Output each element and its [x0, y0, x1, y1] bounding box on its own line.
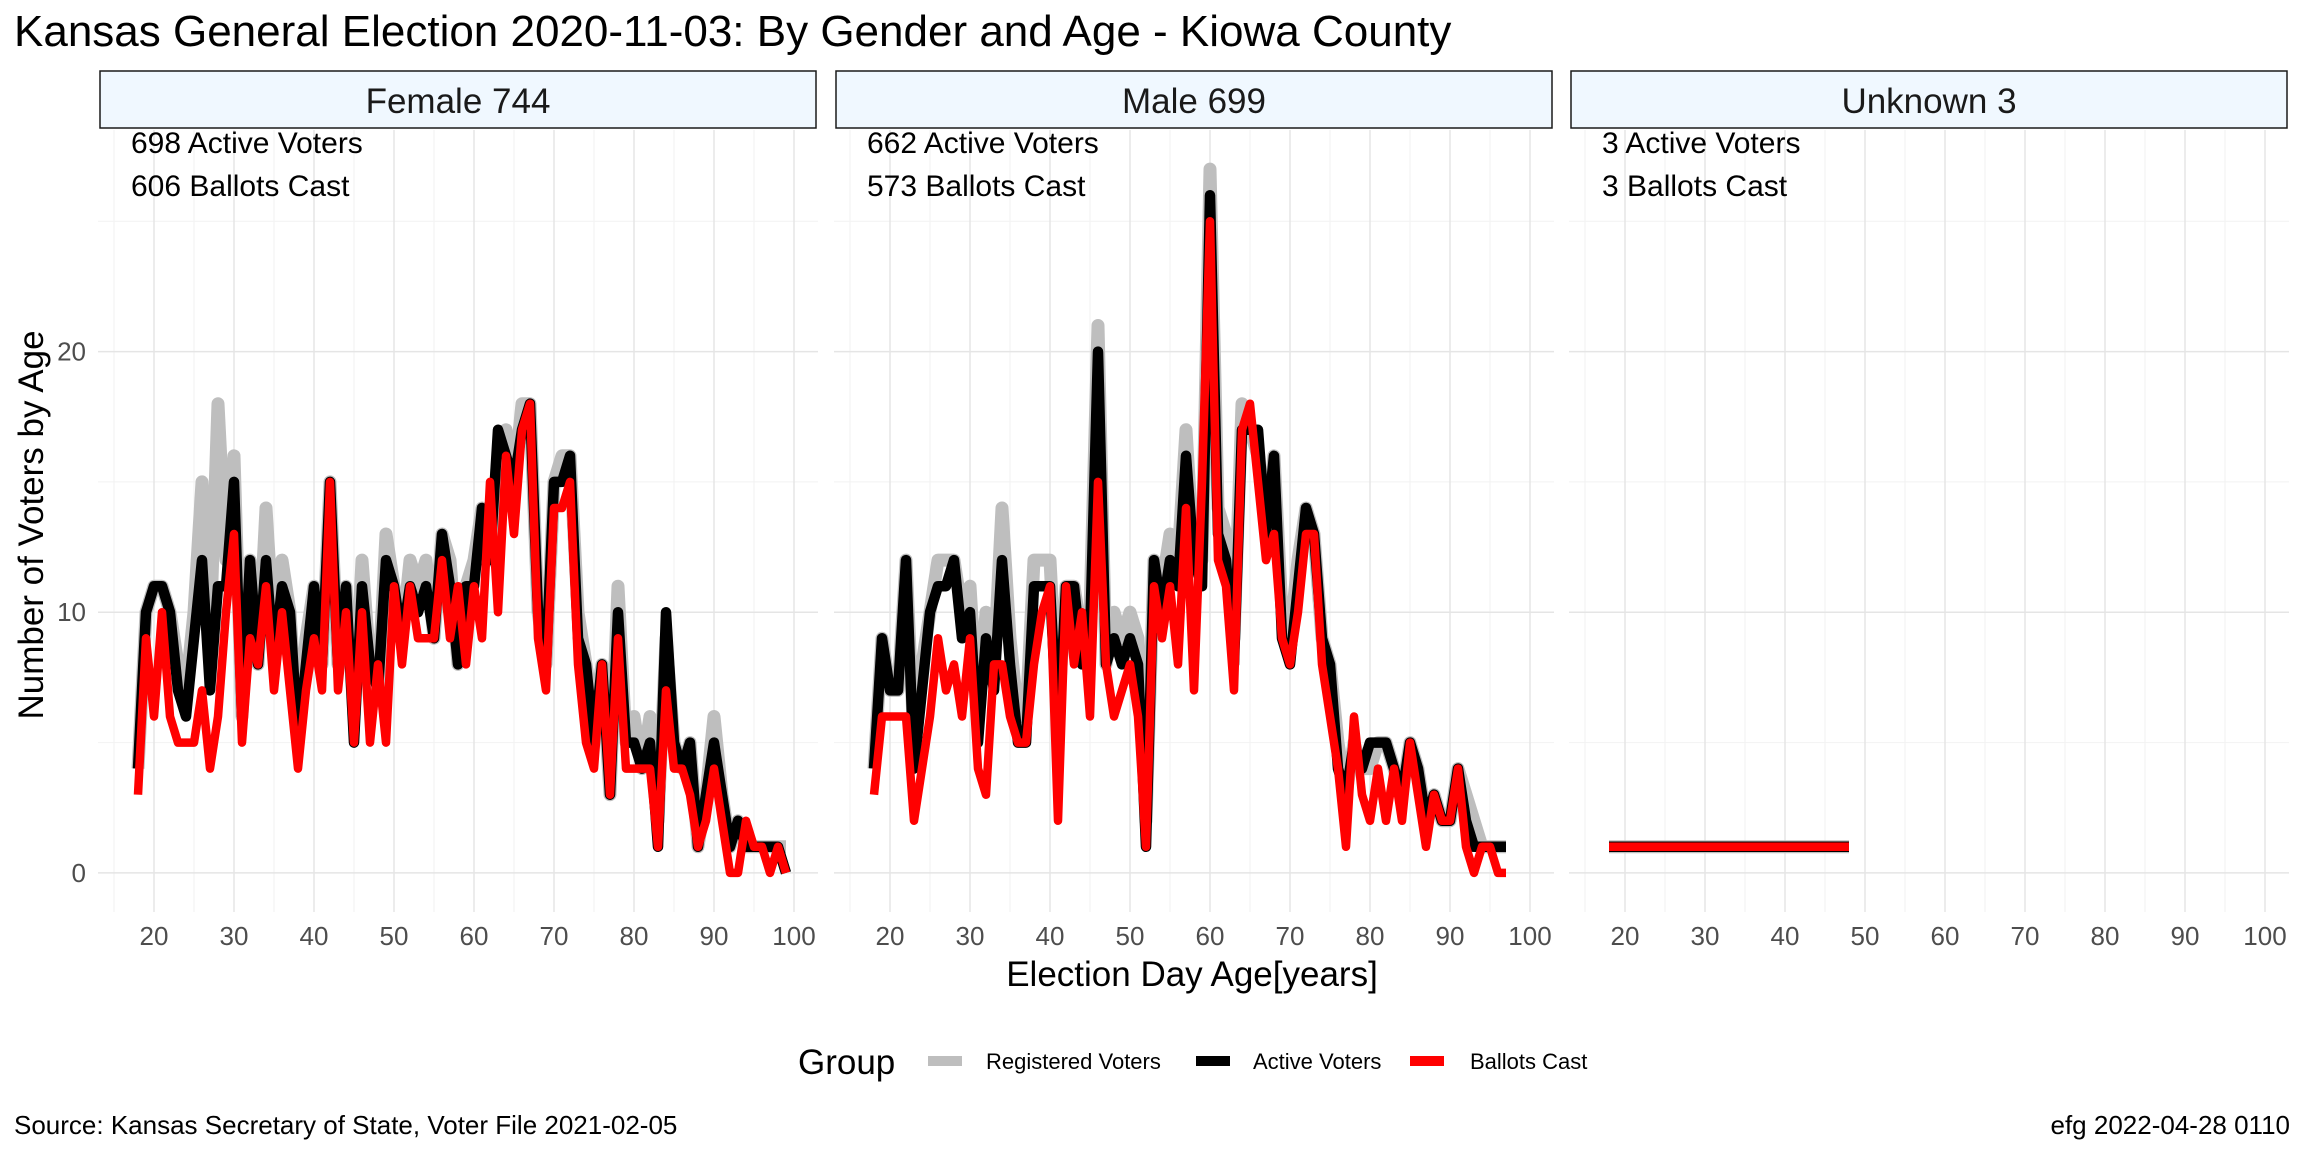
panel-annotation: 606 Ballots Cast — [131, 170, 350, 203]
panel-strip-label: Unknown 3 — [1841, 82, 2016, 121]
panel-annotation: 662 Active Voters — [867, 127, 1099, 160]
x-tick-label: 30 — [1691, 921, 1720, 951]
series-line-ballots-cast — [133, 399, 791, 878]
panel-strip-label: Male 699 — [1122, 82, 1266, 121]
x-tick-label: 50 — [1851, 921, 1880, 951]
y-tick-label: 10 — [57, 597, 86, 627]
x-tick-label: 70 — [540, 921, 569, 951]
x-tick-label: 40 — [300, 921, 329, 951]
panel-annotation: 3 Active Voters — [1602, 127, 1800, 160]
x-tick-label: 80 — [2091, 921, 2120, 951]
x-tick-label: 100 — [1508, 921, 1551, 951]
panel-annotation: 573 Ballots Cast — [867, 170, 1086, 203]
x-tick-label: 30 — [956, 921, 985, 951]
panel-strip — [835, 70, 1553, 129]
x-tick-label: 100 — [2243, 921, 2286, 951]
caption-source: Source: Kansas Secretary of State, Voter… — [14, 1110, 677, 1140]
x-tick-label: 80 — [1356, 921, 1385, 951]
x-tick-label: 60 — [1931, 921, 1960, 951]
chart-title: Kansas General Election 2020-11-03: By G… — [14, 7, 1451, 56]
legend-label-ballots-cast: Ballots Cast — [1470, 1049, 1587, 1074]
legend-title: Group — [798, 1043, 895, 1082]
x-tick-label: 50 — [380, 921, 409, 951]
x-tick-label: 30 — [220, 921, 249, 951]
x-tick-label: 40 — [1771, 921, 1800, 951]
panel-strip — [99, 70, 817, 129]
y-axis-title: Number of Voters by Age — [12, 330, 51, 719]
x-tick-label: 70 — [2011, 921, 2040, 951]
x-tick-label: 90 — [1436, 921, 1465, 951]
x-tick-label: 60 — [1196, 921, 1225, 951]
series-line-ballots-cast — [869, 216, 1506, 878]
panel-annotation: 698 Active Voters — [131, 127, 363, 160]
caption-timestamp: efg 2022-04-28 0110 — [2051, 1110, 2291, 1140]
x-tick-label: 80 — [620, 921, 649, 951]
panel-3: 20 30 40 50 60 70 80 90 100 Unknown 3 3 Active Vot… — [1569, 70, 2289, 951]
panel-strip-label: Female 744 — [366, 82, 551, 121]
x-tick-label: 70 — [1276, 921, 1305, 951]
panel-strip — [1570, 70, 2288, 129]
x-tick-label: 40 — [1036, 921, 1065, 951]
x-tick-label: 20 — [876, 921, 905, 951]
x-tick-label: 60 — [460, 921, 489, 951]
panel-annotation: 3 Ballots Cast — [1602, 170, 1788, 203]
x-tick-label: 90 — [2171, 921, 2200, 951]
x-tick-label: 50 — [1116, 921, 1145, 951]
y-tick-label: 0 — [72, 858, 86, 888]
x-tick-label: 20 — [140, 921, 169, 951]
x-tick-label: 100 — [772, 921, 815, 951]
legend-label-registered-voters: Registered Voters — [986, 1049, 1161, 1074]
legend-label-active-voters: Active Voters — [1253, 1049, 1381, 1074]
legend: Group Registered Voters Active Voters Ba… — [798, 1043, 1587, 1082]
x-tick-label: 20 — [1611, 921, 1640, 951]
x-axis-title: Election Day Age[years] — [1006, 955, 1378, 994]
panel-2: 20 30 40 50 60 70 80 90 100 Male 699 662 Active Vo… — [834, 70, 1554, 951]
y-tick-label: 20 — [57, 337, 86, 367]
x-tick-label: 90 — [700, 921, 729, 951]
